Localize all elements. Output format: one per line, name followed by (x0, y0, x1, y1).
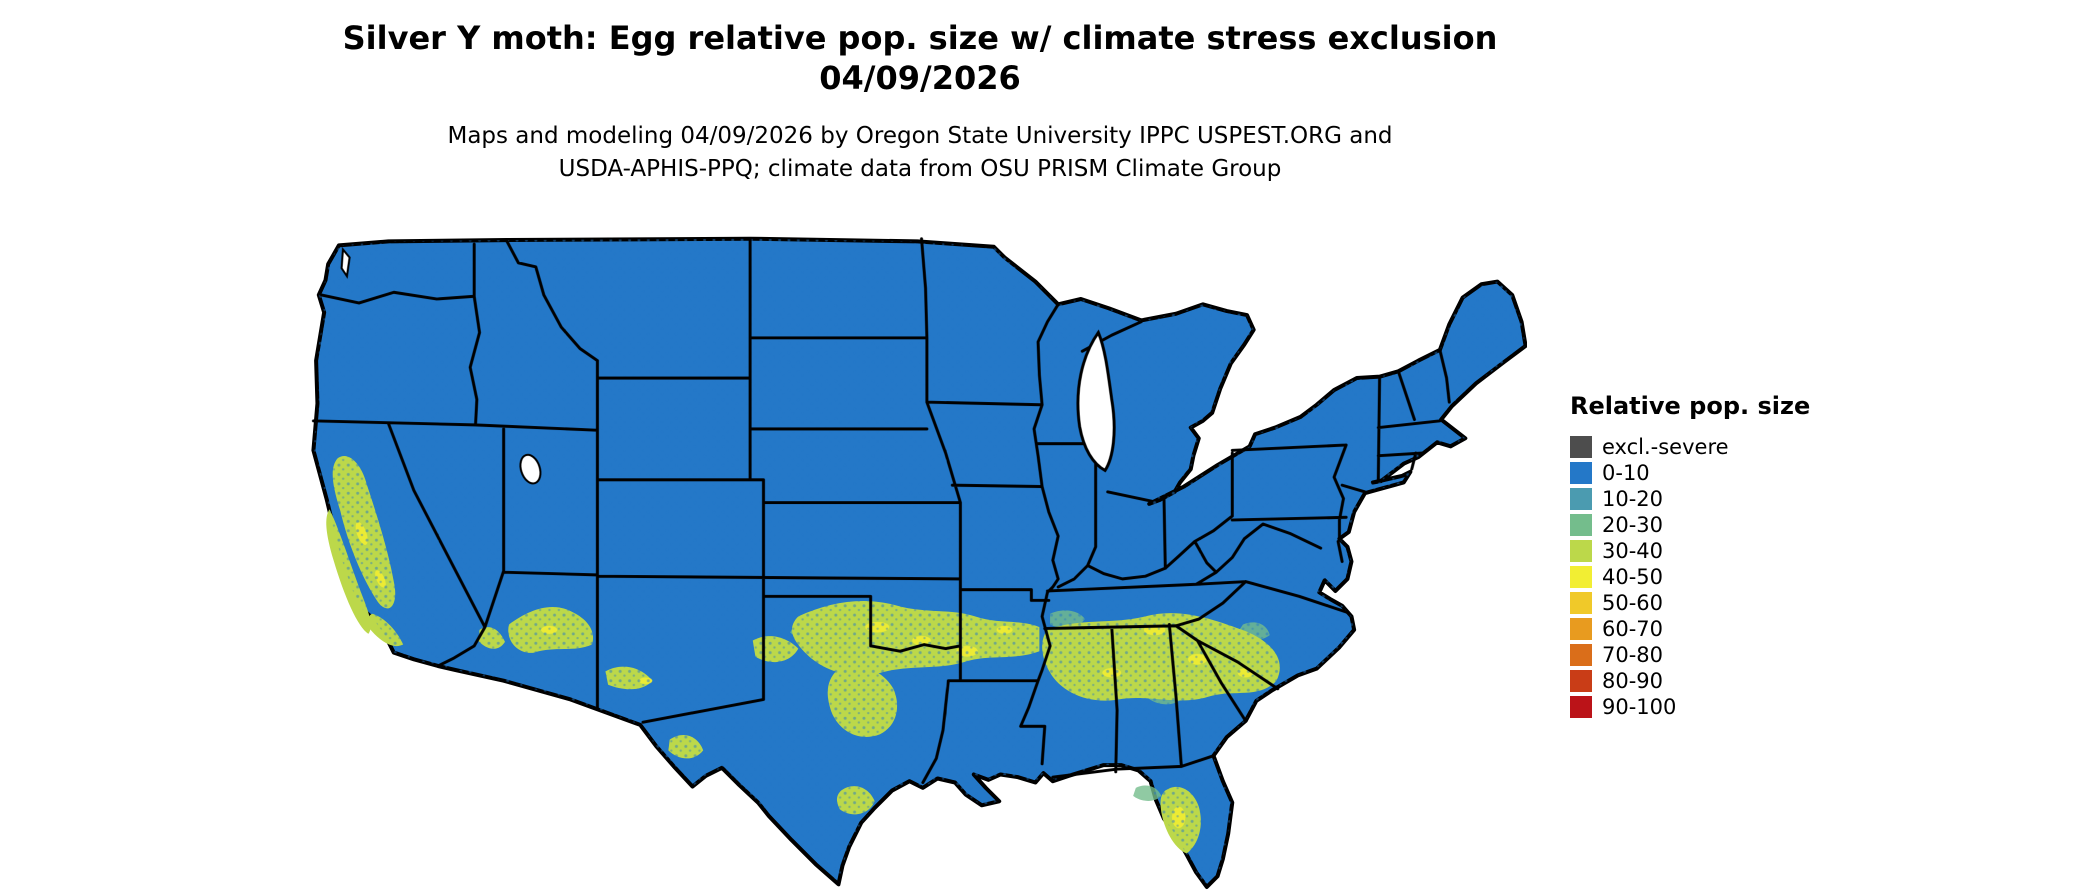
us-map-svg (311, 236, 1527, 889)
puget-sound (340, 246, 351, 279)
legend-label: 70-80 (1602, 643, 1664, 667)
great-salt-lake (519, 453, 542, 485)
legend-swatch (1570, 488, 1592, 510)
legend-swatch (1570, 566, 1592, 588)
legend-item: 10-20 (1570, 486, 1810, 512)
legend-label: 50-60 (1602, 591, 1664, 615)
header: Silver Y moth: Egg relative pop. size w/… (0, 18, 1840, 186)
legend-label: 60-70 (1602, 617, 1664, 641)
legend-swatch (1570, 462, 1592, 484)
map-subtitle: Maps and modeling 04/09/2026 by Oregon S… (0, 120, 1840, 186)
legend-label: 40-50 (1602, 565, 1664, 589)
legend-label: 10-20 (1602, 487, 1664, 511)
map-legend: Relative pop. size excl.-severe 0-10 10-… (1570, 392, 1810, 720)
map-subtitle-line1: Maps and modeling 04/09/2026 by Oregon S… (447, 123, 1393, 149)
lake-michigan (1076, 329, 1116, 473)
legend-item: 30-40 (1570, 538, 1810, 564)
legend-label: excl.-severe (1602, 435, 1729, 459)
legend-label: 80-90 (1602, 669, 1664, 693)
legend-item: excl.-severe (1570, 434, 1810, 460)
map-title-line1: Silver Y moth: Egg relative pop. size w/… (342, 19, 1498, 57)
legend-swatch (1570, 514, 1592, 536)
legend-swatch (1570, 696, 1592, 718)
legend-swatch (1570, 436, 1592, 458)
legend-swatch (1570, 644, 1592, 666)
legend-item: 0-10 (1570, 460, 1810, 486)
legend-item: 40-50 (1570, 564, 1810, 590)
legend-label: 20-30 (1602, 513, 1664, 537)
legend-swatch (1570, 592, 1592, 614)
map-subtitle-line2: USDA-APHIS-PPQ; climate data from OSU PR… (558, 156, 1282, 182)
legend-title: Relative pop. size (1570, 392, 1811, 420)
map-title-date: 04/09/2026 (819, 59, 1021, 97)
legend-swatch (1570, 670, 1592, 692)
us-risk-map (308, 228, 1527, 891)
legend-label: 0-10 (1602, 461, 1650, 485)
legend-label: 30-40 (1602, 539, 1664, 563)
state-borders (311, 237, 1451, 784)
legend-swatch (1570, 540, 1592, 562)
legend-item: 20-30 (1570, 512, 1810, 538)
legend-item: 70-80 (1570, 642, 1810, 668)
legend-item: 80-90 (1570, 668, 1810, 694)
legend-label: 90-100 (1602, 695, 1677, 719)
legend-item: 50-60 (1570, 590, 1810, 616)
legend-item: 60-70 (1570, 616, 1810, 642)
speckle-overlay (313, 238, 1526, 887)
legend-item: 90-100 (1570, 694, 1810, 720)
legend-swatch (1570, 618, 1592, 640)
